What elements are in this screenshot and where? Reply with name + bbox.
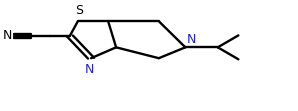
Text: N: N	[187, 33, 196, 46]
Text: N: N	[85, 62, 94, 75]
Text: N: N	[3, 29, 12, 42]
Text: S: S	[75, 4, 83, 17]
